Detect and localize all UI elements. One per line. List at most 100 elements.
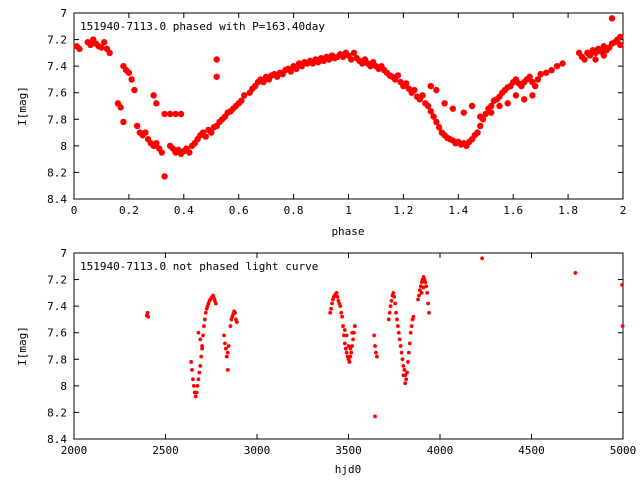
phased-data-point xyxy=(488,102,495,110)
unphased-data-point xyxy=(386,317,391,322)
phased-data-point xyxy=(394,72,402,79)
phased-data-point xyxy=(238,97,245,104)
phased-data-point xyxy=(488,109,495,116)
unphased-data-point xyxy=(189,360,194,364)
unphased-data-point xyxy=(198,364,203,368)
phased-data-point xyxy=(158,149,166,156)
phased-x-tick-label: 0 xyxy=(71,204,78,217)
unphased-data-point xyxy=(373,414,377,419)
unphased-data-point xyxy=(222,333,226,338)
unphased-data-point xyxy=(350,344,355,348)
phased-x-tick-label: 0.4 xyxy=(174,204,194,217)
unphased-y-tick-label: 7.4 xyxy=(47,300,67,313)
unphased-data-point xyxy=(145,310,150,315)
unphased-data-point xyxy=(427,310,431,315)
phased-data-point xyxy=(477,122,484,130)
phased-data-point xyxy=(142,129,149,136)
phased-data-point xyxy=(427,108,435,115)
phased-data-point xyxy=(581,56,588,63)
phased-x-tick-label: 1.4 xyxy=(448,204,468,217)
unphased-data-point xyxy=(348,346,353,351)
unphased-data-point xyxy=(417,288,422,293)
phased-x-tick-label: 1.2 xyxy=(393,204,413,217)
phased-x-tick-label: 0.2 xyxy=(119,204,139,217)
unphased-data-point xyxy=(213,301,218,306)
unphased-data-point xyxy=(195,383,200,388)
unphased-data-point xyxy=(347,360,352,364)
unphased-data-point xyxy=(389,298,394,303)
unphased-data-point xyxy=(191,377,195,382)
phased-data-point xyxy=(87,41,94,49)
unphased-data-point xyxy=(425,290,430,295)
unphased-x-tick-label: 3000 xyxy=(244,444,271,457)
phased-x-tick-label: 0.8 xyxy=(284,204,304,217)
phased-data-point xyxy=(293,65,300,73)
phased-data-point xyxy=(153,140,160,147)
phased-data-point xyxy=(592,56,599,63)
phased-data-point xyxy=(430,113,437,120)
unphased-data-point xyxy=(202,324,206,328)
phased-data-point xyxy=(482,110,489,118)
unphased-data-point xyxy=(344,333,349,338)
phased-data-point xyxy=(433,86,440,94)
unphased-data-point xyxy=(190,368,194,372)
unphased-data-point xyxy=(419,290,424,295)
phased-data-point xyxy=(542,69,550,76)
unphased-data-point xyxy=(330,301,334,306)
phased-data-point xyxy=(424,102,432,110)
unphased-chart-xlabel: hjd0 xyxy=(335,463,362,476)
phased-data-point xyxy=(117,104,124,111)
unphased-data-point xyxy=(350,330,355,335)
phased-data-point xyxy=(537,70,544,78)
unphased-data-point xyxy=(406,350,411,355)
unphased-y-tick-label: 7.2 xyxy=(47,274,67,287)
phased-data-point xyxy=(617,33,624,41)
phased-data-point xyxy=(202,133,209,140)
unphased-light-curve-chart: 151940-7113.0 not phased light curve hjd… xyxy=(16,247,636,476)
unphased-data-point xyxy=(391,290,396,295)
phased-data-point xyxy=(260,78,267,86)
unphased-data-point xyxy=(393,301,398,306)
phased-data-point xyxy=(287,68,295,75)
phased-data-point xyxy=(98,44,105,51)
phased-data-point xyxy=(477,113,484,120)
unphased-data-point xyxy=(225,350,230,355)
unphased-x-tick-label: 3500 xyxy=(335,444,362,457)
phased-data-point xyxy=(172,110,179,118)
unphased-data-point xyxy=(223,346,228,351)
phased-data-point xyxy=(548,66,555,74)
phased-data-point xyxy=(100,39,108,46)
phased-data-point xyxy=(76,45,83,53)
unphased-x-tick-label: 2000 xyxy=(61,444,88,457)
unphased-data-point xyxy=(198,337,203,342)
unphased-data-point xyxy=(399,350,404,355)
phased-data-point xyxy=(427,82,435,90)
phased-data-point xyxy=(520,96,528,103)
unphased-x-tick-label: 5000 xyxy=(610,444,637,457)
unphased-data-point xyxy=(401,364,406,368)
unphased-data-point xyxy=(397,337,402,342)
phased-data-point xyxy=(153,100,160,107)
unphased-data-point xyxy=(200,346,205,351)
phased-data-point xyxy=(131,86,138,94)
unphased-data-point xyxy=(421,285,426,290)
phased-x-tick-label: 1.8 xyxy=(558,204,578,217)
phased-data-point xyxy=(213,73,220,80)
phased-data-point xyxy=(125,69,133,76)
phased-y-tick-label: 7.6 xyxy=(47,87,67,100)
unphased-data-point xyxy=(401,373,406,378)
phased-data-point xyxy=(208,129,215,136)
phased-light-curve-chart: 151940-7113.0 phased with P=163.40day ph… xyxy=(16,7,626,238)
unphased-data-point xyxy=(394,310,398,315)
unphased-data-point xyxy=(203,310,208,315)
phased-x-tick-label: 1 xyxy=(345,204,352,217)
phased-chart-title: 151940-7113.0 phased with P=163.40day xyxy=(80,20,325,33)
phased-data-point xyxy=(411,86,418,94)
unphased-data-point xyxy=(340,314,344,319)
phased-data-point xyxy=(553,62,561,70)
unphased-data-point xyxy=(388,304,393,309)
phased-data-point xyxy=(419,92,426,99)
unphased-y-tick-label: 8.2 xyxy=(47,406,67,419)
unphased-data-point xyxy=(341,324,345,328)
phased-x-tick-label: 0.6 xyxy=(229,204,249,217)
